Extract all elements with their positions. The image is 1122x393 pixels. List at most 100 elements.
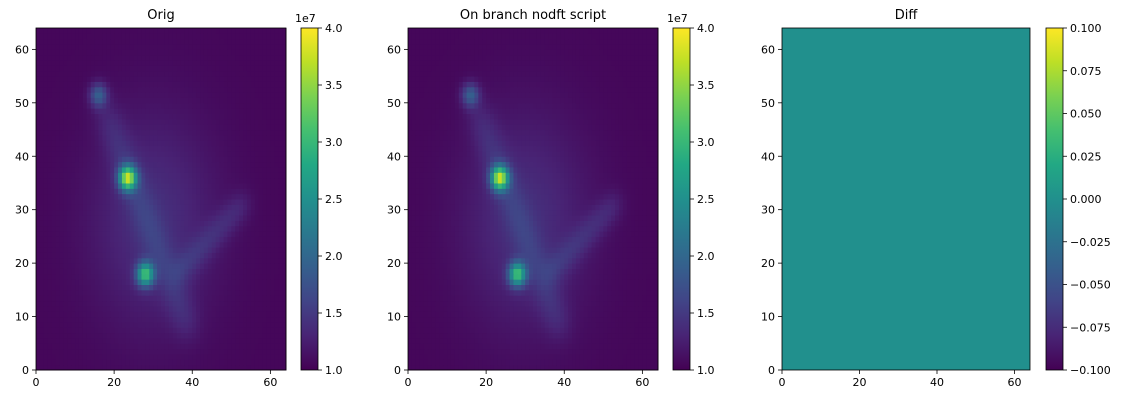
heatmap-cell <box>188 166 193 173</box>
heatmap-cell <box>192 241 197 248</box>
heatmap-cell <box>39 225 45 232</box>
heatmap-cell <box>540 348 546 355</box>
heatmap-cell <box>172 300 178 307</box>
heatmap-cell <box>106 134 111 141</box>
heatmap-cell <box>223 166 228 173</box>
heatmap-cell <box>266 108 271 114</box>
heatmap-cell <box>642 316 647 323</box>
heatmap-cell <box>439 337 444 344</box>
heatmap-cell <box>548 348 554 355</box>
heatmap-cell <box>161 231 166 237</box>
heatmap-cell <box>278 289 283 296</box>
heatmap-cell <box>153 193 158 200</box>
heatmap-cell <box>153 140 158 147</box>
heatmap-cell <box>90 49 96 56</box>
heatmap-cell <box>548 343 554 350</box>
heatmap-cell <box>75 359 80 366</box>
heatmap-cell <box>36 257 41 264</box>
heatmap-cell <box>75 113 80 120</box>
heatmap-cell <box>231 289 236 296</box>
heatmap-cell <box>55 108 60 114</box>
heatmap-cell <box>274 268 279 275</box>
heatmap-cell <box>145 49 150 56</box>
heatmap-cell <box>75 182 80 189</box>
heatmap-cell <box>129 156 135 163</box>
heatmap-cell <box>235 118 240 125</box>
heatmap-cell <box>223 353 228 360</box>
heatmap-cell <box>470 343 475 350</box>
heatmap-cell <box>137 359 142 366</box>
heatmap-cell <box>278 60 283 66</box>
heatmap-cell <box>203 348 209 355</box>
heatmap-cell <box>129 284 135 291</box>
heatmap-cell <box>153 113 158 120</box>
heatmap-cell <box>427 311 432 318</box>
heatmap-cell <box>626 316 632 323</box>
heatmap-cell <box>161 54 166 61</box>
heatmap-cell <box>630 348 636 355</box>
heatmap-cell <box>239 118 244 125</box>
heatmap-cell <box>47 215 53 221</box>
heatmap-cell <box>591 316 596 323</box>
heatmap-cell <box>90 28 96 34</box>
heatmap-cell <box>133 150 139 157</box>
heatmap-cell <box>556 337 561 344</box>
heatmap-cell <box>211 113 217 120</box>
heatmap-cell <box>176 252 182 259</box>
heatmap-cell <box>125 182 131 189</box>
heatmap-cell <box>583 305 589 312</box>
heatmap-cell <box>63 65 68 72</box>
heatmap-cell <box>59 129 64 136</box>
heatmap-cell <box>529 305 534 312</box>
heatmap-cell <box>102 108 107 114</box>
heatmap-cell <box>153 295 158 302</box>
heatmap-cell <box>133 295 139 302</box>
heatmap-cell <box>192 252 197 259</box>
heatmap-cell <box>98 252 103 259</box>
heatmap-cell <box>188 172 193 179</box>
heatmap-cell <box>258 204 264 211</box>
heatmap-cell <box>145 236 150 243</box>
heatmap-cell <box>106 156 111 163</box>
heatmap-cell <box>431 295 436 302</box>
heatmap-cell <box>141 311 146 318</box>
heatmap-cell <box>529 343 534 350</box>
heatmap-cell <box>102 348 107 355</box>
heatmap-cell <box>110 156 115 163</box>
heatmap-cell <box>196 257 201 264</box>
heatmap-cell <box>262 343 267 350</box>
heatmap-cell <box>55 359 60 366</box>
heatmap-cell <box>192 209 197 216</box>
heatmap-cell <box>203 102 209 109</box>
heatmap-cell <box>274 225 279 232</box>
heatmap-cell <box>517 321 522 328</box>
heatmap-cell <box>278 113 283 120</box>
heatmap-cell <box>239 236 244 243</box>
heatmap-cell <box>94 247 99 253</box>
heatmap-cell <box>75 65 80 72</box>
heatmap-cell <box>102 273 107 280</box>
heatmap-cell <box>164 108 170 114</box>
heatmap-cell <box>235 257 240 264</box>
heatmap-cell <box>450 353 456 360</box>
heatmap-cell <box>75 140 80 147</box>
heatmap-cell <box>168 327 174 334</box>
heatmap-cell <box>200 316 205 323</box>
heatmap-cell <box>282 81 287 88</box>
heatmap-cell <box>118 102 123 109</box>
heatmap-cell <box>548 311 554 318</box>
heatmap-cell <box>90 156 96 163</box>
heatmap-cell <box>137 60 142 66</box>
heatmap-cell <box>90 108 96 114</box>
heatmap-cell <box>274 332 279 339</box>
heatmap-cell <box>607 327 612 334</box>
heatmap-cell <box>270 225 275 232</box>
heatmap-cell <box>153 220 158 227</box>
heatmap-cell <box>110 263 115 269</box>
heatmap-cell <box>102 343 107 350</box>
heatmap-cell <box>176 279 182 285</box>
heatmap-cell <box>106 102 111 109</box>
heatmap-cell <box>121 236 127 243</box>
heatmap-cell <box>86 140 92 147</box>
heatmap-cell <box>180 279 185 285</box>
